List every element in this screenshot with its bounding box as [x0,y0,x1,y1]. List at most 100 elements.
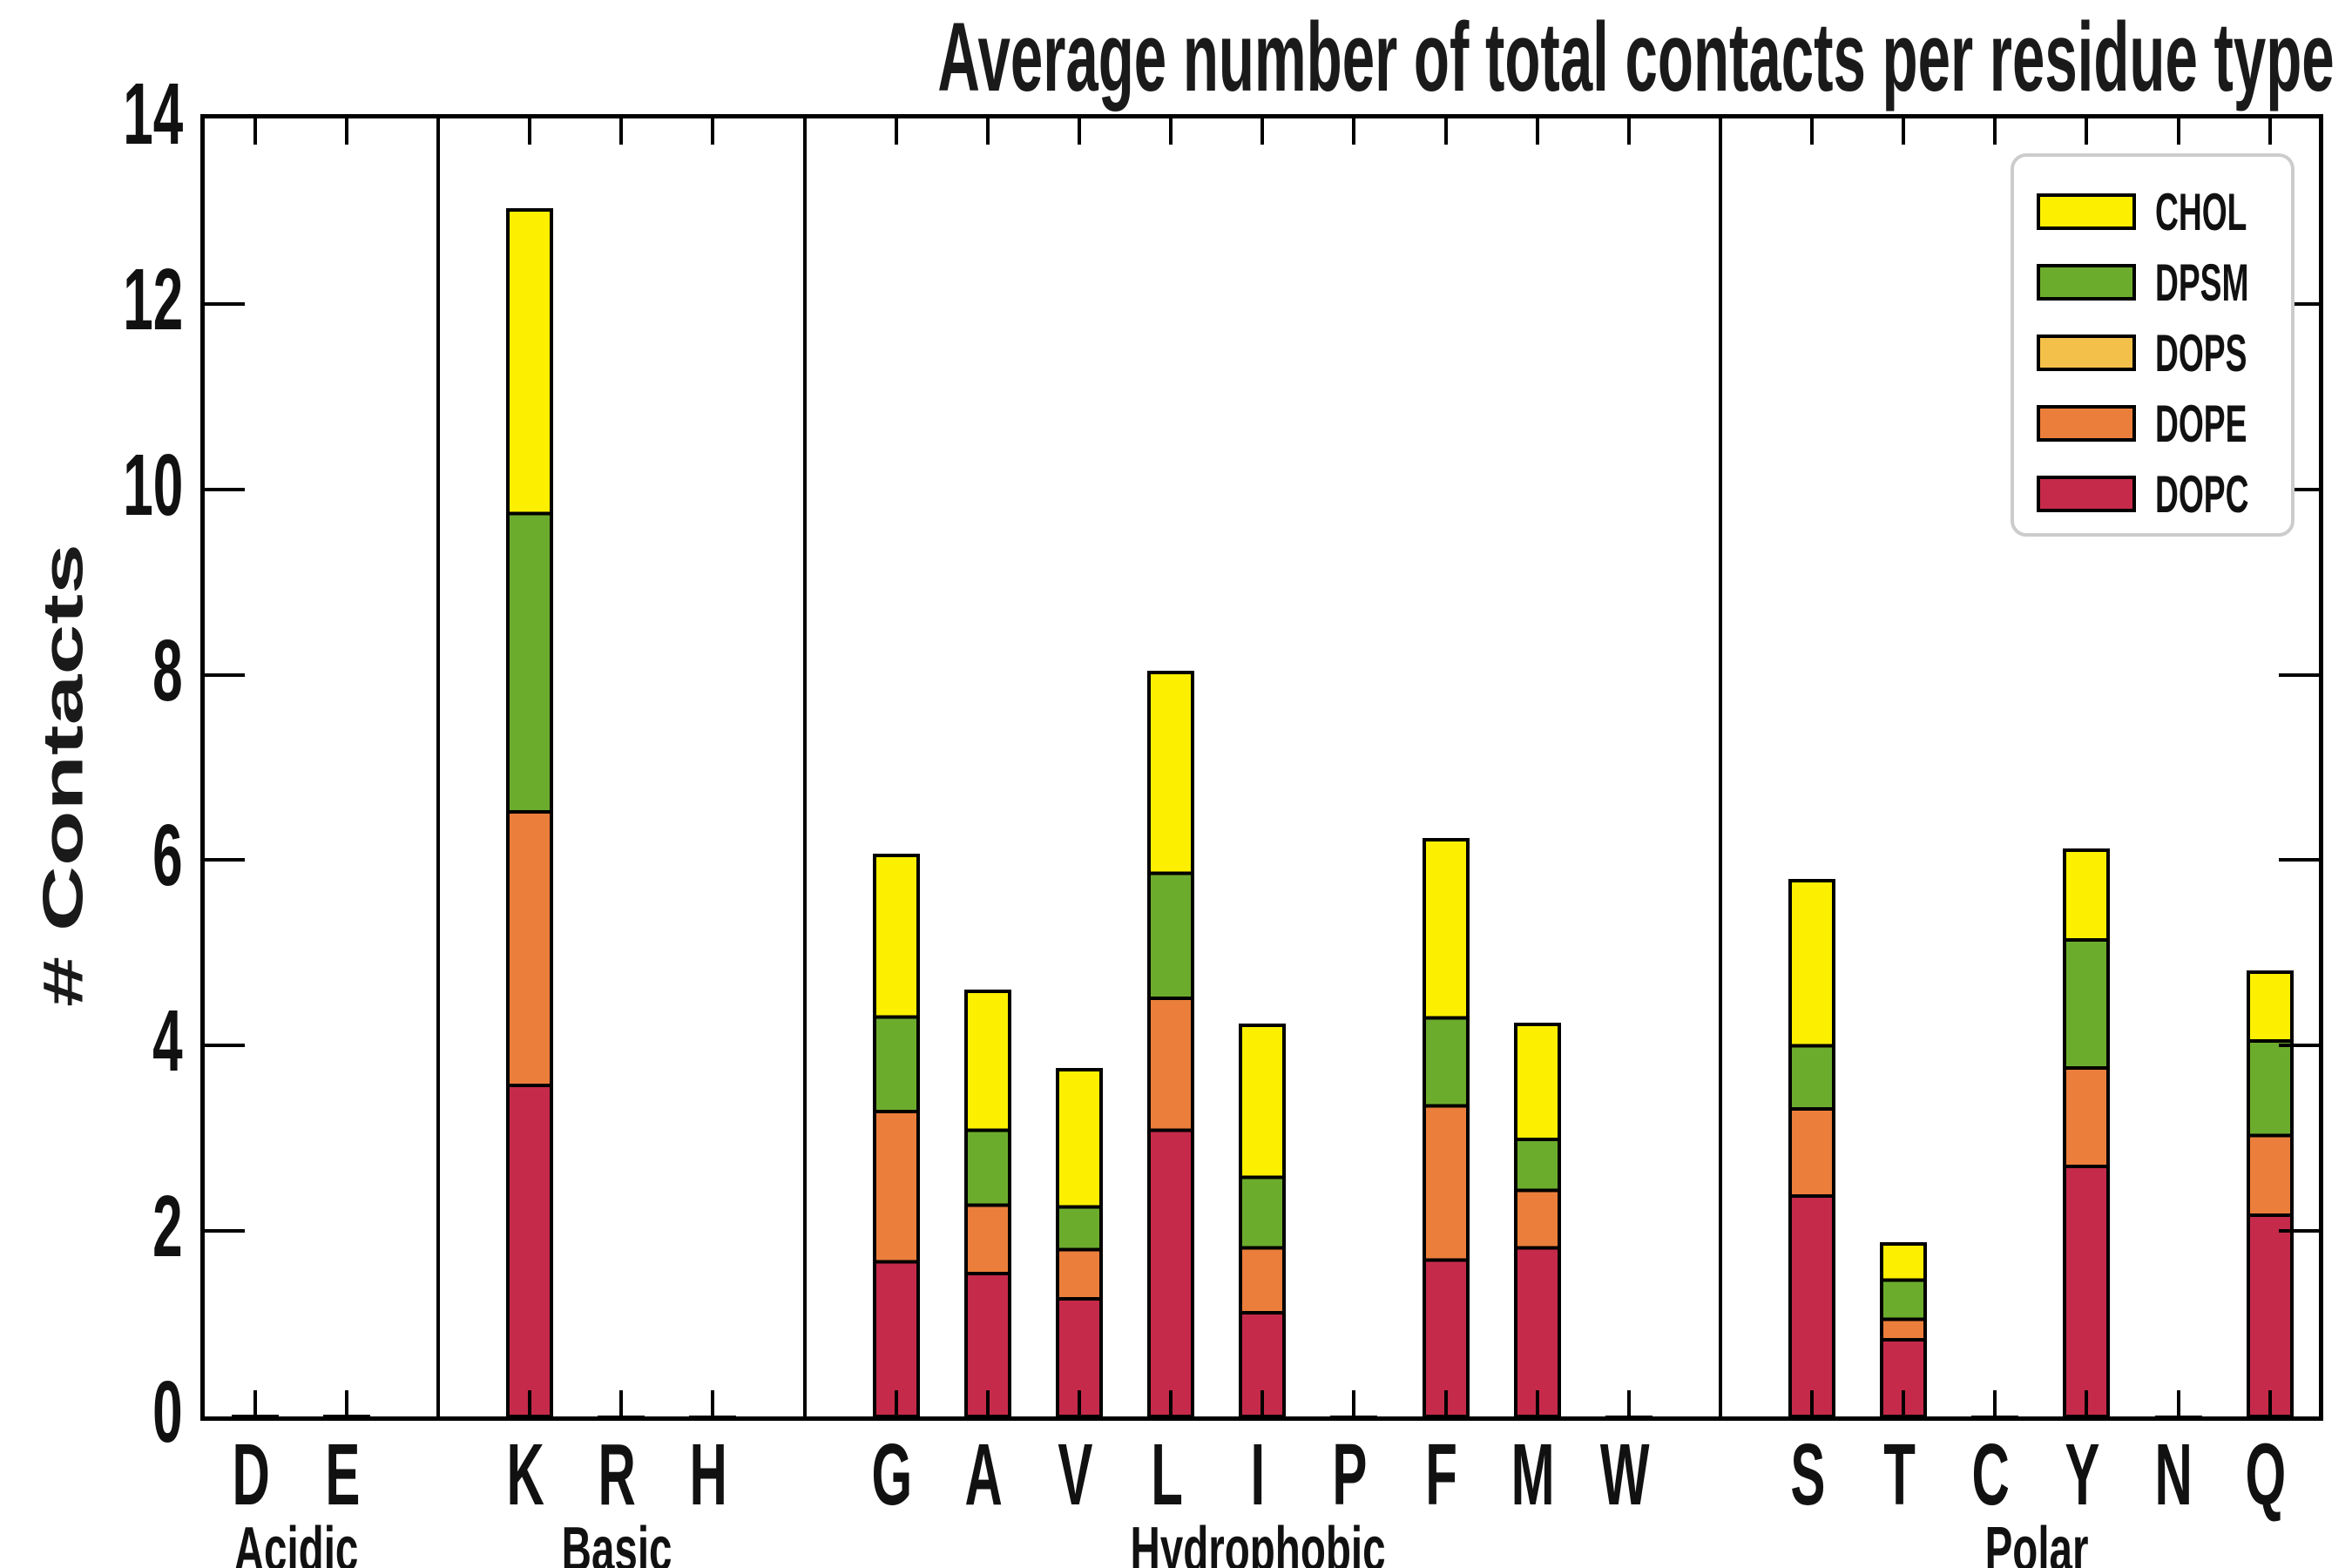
bar-G [872,853,920,1418]
x-tick-label-H: H [647,1431,769,1518]
legend-label-text: DOPC [2155,465,2249,524]
x-tick-top [1352,118,1356,145]
x-tick-bottom [985,1390,990,1416]
x-tick-top [1077,118,1081,145]
bar-N [2154,1415,2202,1418]
y-tick-label-8: 8 [35,627,183,714]
bar-A [963,990,1011,1418]
bar-P [1330,1416,1378,1418]
group-label-text: Polar [1984,1515,2089,1568]
x-tick-label-text: V [1057,1426,1092,1524]
x-tick-top [2268,118,2272,145]
y-tick-label-text: 10 [123,436,183,534]
x-tick-label-N: N [2113,1431,2235,1518]
group-label-text: Hydrophobic [1130,1515,1386,1568]
legend: CHOL DPSM DOPS DOPE DOPC [2011,153,2295,537]
x-tick-top [1169,118,1173,145]
y-tick-right [2279,858,2319,862]
x-tick-label-text: T [1882,1426,1916,1524]
x-tick-bottom [1626,1390,1631,1416]
x-tick-bottom [2176,1390,2180,1416]
y-tick-label-14: 14 [35,71,183,158]
bar-Y [2063,848,2111,1418]
x-tick-label-C: C [1930,1431,2051,1518]
group-label-acidic: Acidic [78,1518,514,1568]
y-tick-label-10: 10 [35,442,183,529]
y-tick-label-12: 12 [35,256,183,343]
x-tick-bottom [1993,1390,1997,1416]
group-label-text: Acidic [234,1515,359,1568]
x-tick-label-text: D [232,1426,270,1524]
x-tick-bottom [1169,1390,1173,1416]
y-axis-label-text: # Contacts [32,544,95,1007]
bar-S [1788,878,1836,1418]
y-tick-left [205,487,245,491]
y-tick-label-text: 2 [152,1178,183,1276]
bar-I [1239,1023,1287,1418]
x-tick-label-K: K [464,1431,586,1518]
x-tick-bottom [1902,1390,1906,1416]
x-tick-top [1535,118,1539,145]
x-tick-label-text: C [1971,1426,2010,1524]
legend-row-chol: CHOL [2037,186,2281,239]
y-tick-label-text: 6 [152,807,183,905]
y-tick-label-text: 4 [152,992,183,1091]
x-tick-top [1260,118,1265,145]
legend-label-text: CHOL [2155,183,2247,241]
x-tick-top [344,118,348,145]
x-tick-label-text: Y [2065,1426,2100,1524]
x-tick-bottom [1443,1390,1448,1416]
legend-row-dope: DOPE [2037,398,2281,450]
x-tick-bottom [528,1390,532,1416]
x-tick-label-text: R [598,1426,636,1524]
plot-area: CHOL DPSM DOPS DOPE DOPC [200,114,2323,1421]
bar-W [1605,1416,1652,1418]
x-tick-label-text: H [689,1426,728,1524]
x-tick-top [2176,118,2180,145]
x-tick-label-T: T [1838,1431,1960,1518]
y-tick-right [2279,672,2319,677]
group-label-basic: Basic [399,1518,835,1568]
legend-label-text: DOPE [2155,395,2247,453]
chart-title: Average number of total contacts per res… [472,9,2334,106]
group-separator-line [802,118,807,1416]
x-tick-top [1993,118,1997,145]
legend-swatch-dopc [2037,476,2136,512]
x-tick-label-text: P [1332,1426,1368,1524]
x-tick-label-M: M [1472,1431,1594,1518]
y-tick-right [2279,487,2319,491]
x-tick-bottom [619,1390,624,1416]
legend-label-dope: DOPE [2155,398,2303,450]
y-tick-label-text: 0 [152,1363,183,1461]
group-label-text: Basic [561,1515,672,1568]
group-separator-line [1718,118,1722,1416]
x-tick-top [1443,118,1448,145]
x-tick-top [1718,118,1722,145]
x-tick-label-L: L [1105,1431,1227,1518]
x-tick-label-P: P [1288,1431,1410,1518]
x-tick-label-R: R [556,1431,678,1518]
x-tick-bottom [1077,1390,1081,1416]
x-tick-label-text: W [1599,1426,1650,1524]
x-tick-label-D: D [190,1431,312,1518]
y-tick-right [2279,301,2319,306]
x-tick-top [528,118,532,145]
bar-L [1147,671,1195,1418]
x-tick-label-I: I [1197,1431,1319,1518]
bar-C [1971,1416,2019,1418]
legend-row-dopc: DOPC [2037,469,2281,521]
x-tick-label-text: K [506,1426,544,1524]
y-tick-right [2279,1044,2319,1048]
x-tick-bottom [1260,1390,1265,1416]
x-tick-bottom [894,1390,898,1416]
y-tick-label-6: 6 [35,812,183,899]
x-tick-label-F: F [1381,1431,1503,1518]
bar-F [1422,837,1470,1418]
bar-H [689,1415,737,1418]
y-tick-label-4: 4 [35,997,183,1085]
y-tick-left [205,301,245,306]
x-tick-label-text: G [871,1426,913,1524]
x-tick-label-E: E [281,1431,403,1518]
x-tick-label-V: V [1014,1431,1136,1518]
